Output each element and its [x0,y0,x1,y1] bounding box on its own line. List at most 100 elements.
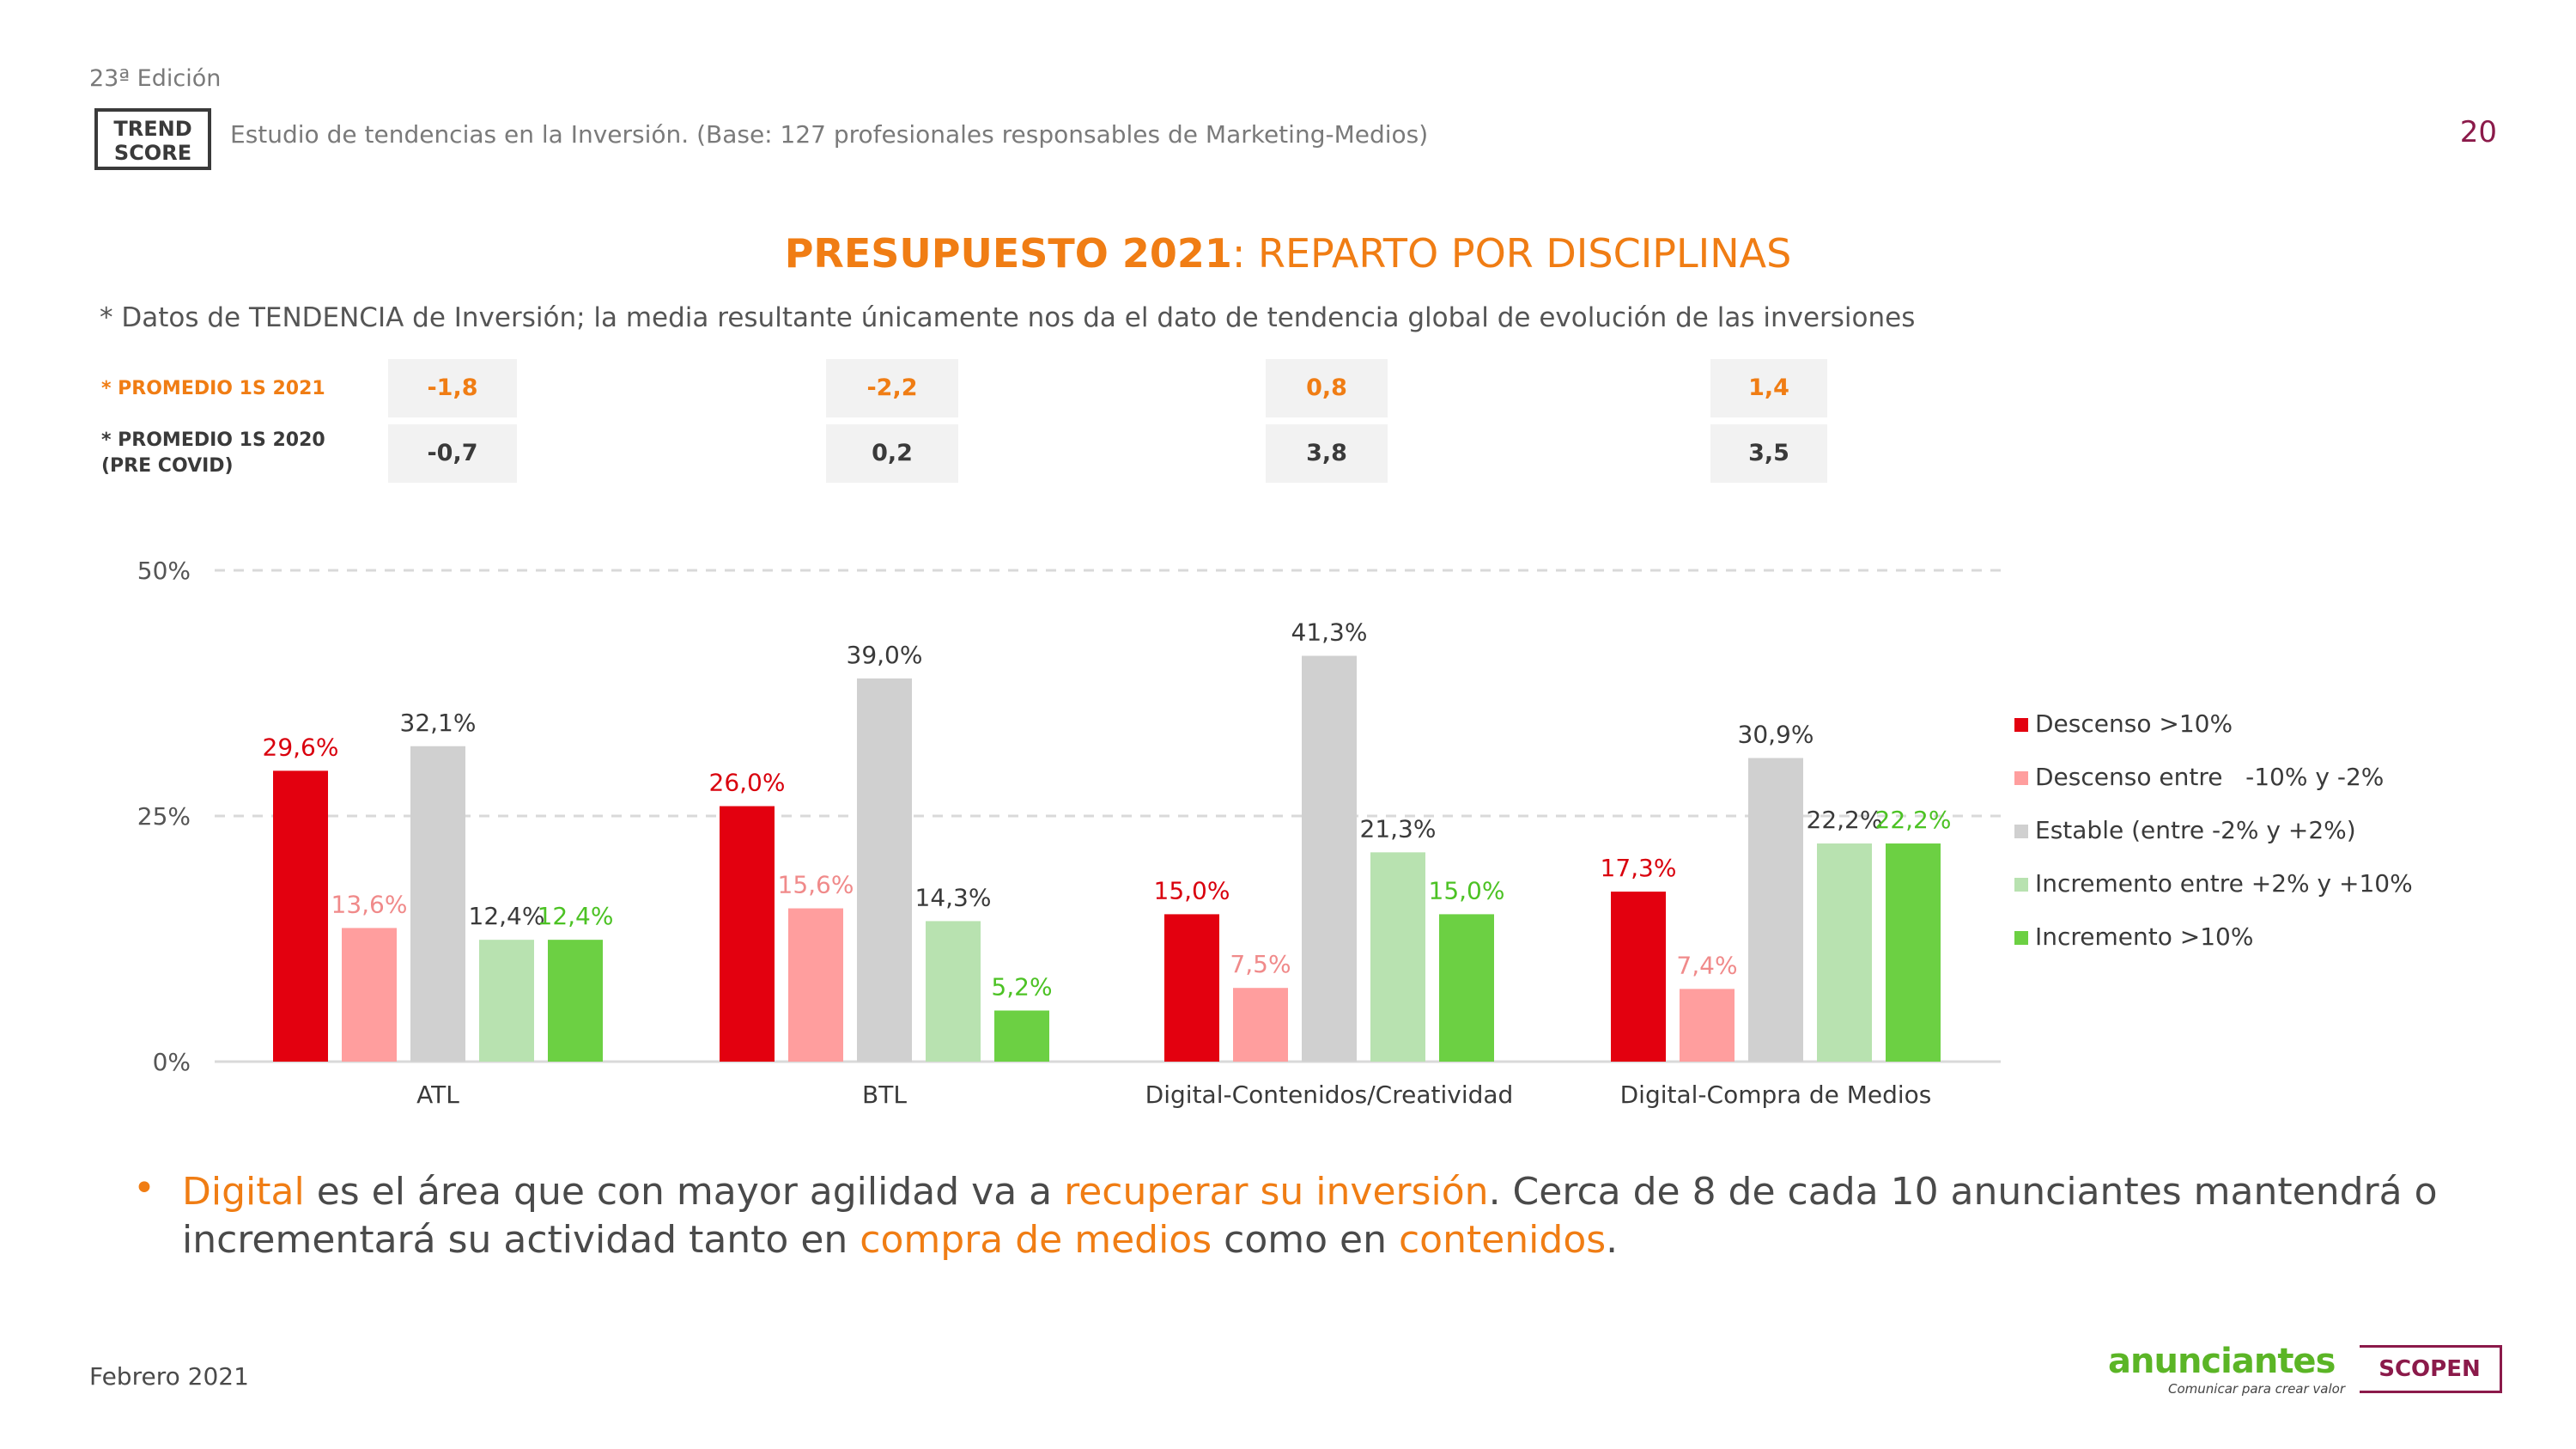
bar [788,908,843,1062]
bar-value-label: 26,0% [709,769,786,797]
avg-2020-digital-contenidos: 3,8 [1266,424,1388,483]
avg-2020-atl: -0,7 [388,424,517,483]
insight-recuperar: recuperar su inversión [1064,1170,1489,1214]
bar-value-label: 7,5% [1230,950,1291,978]
legend-item: Incremento entre +2% y +10% [2014,869,2413,922]
slide-title: PRESUPUESTO 2021: REPARTO POR DISCIPLINA… [0,230,2576,277]
footer-date: Febrero 2021 [89,1362,249,1391]
bar-value-label: 15,0% [1154,876,1230,904]
avg-2020-digital-compra: 3,5 [1710,424,1827,483]
bar [720,806,775,1062]
key-insight: Digital es el área que con mayor agilida… [129,1168,2561,1264]
legend-swatch [2014,718,2028,732]
chart-legend: Descenso >10% Descenso entre -10% y -2% Es… [2014,709,2413,976]
legend-label: Descenso entre -10% y -2% [2035,763,2385,791]
bar-value-label: 30,9% [1738,721,1814,749]
scopen-logo: SCOPEN [2360,1345,2502,1393]
category-label: Digital-Compra de Medios [1620,1081,1932,1109]
bar [1233,988,1288,1062]
bar [479,940,534,1062]
legend-swatch [2014,825,2028,838]
bar-value-label: 39,0% [847,641,923,669]
legend-label: Incremento entre +2% y +10% [2035,869,2413,898]
row2-label: * PROMEDIO 1S 2020 (PRE COVID) [101,428,325,479]
avg-2021-btl: -2,2 [826,359,958,417]
legend-item: Incremento >10% [2014,922,2413,976]
bar [857,678,912,1062]
legend-swatch [2014,878,2028,892]
insight-part-8: . [1606,1218,1619,1262]
bar [1302,655,1357,1062]
bar [926,921,981,1062]
bar [1164,914,1219,1062]
bar-value-label: 7,4% [1676,951,1737,979]
category-label: ATL [416,1081,459,1109]
avg-2021-digital-compra: 1,4 [1710,359,1827,417]
y-tick-labels: 0% 25% 50% [137,557,191,1076]
bar-value-label: 41,3% [1291,618,1368,647]
insight-contenidos: contenidos [1398,1218,1607,1262]
bar [1817,843,1872,1062]
row2-label-line1: * PROMEDIO 1S 2020 [101,429,325,451]
row2-label-line2: (PRE COVID) [101,455,234,477]
bar-value-label: 21,3% [1360,814,1437,843]
insight-part-6: como en [1212,1218,1399,1262]
trend-note: * Datos de TENDENCIA de Inversión; la me… [100,302,1916,333]
bar [342,928,397,1062]
legend-swatch [2014,771,2028,785]
category-label: Digital-Contenidos/Creatividad [1145,1081,1514,1109]
bar-value-label: 12,4% [538,902,614,930]
bar [1439,914,1494,1062]
row1-label: * PROMEDIO 1S 2021 [101,378,325,399]
category-label: BTL [862,1081,907,1109]
bar-value-label: 14,3% [915,883,992,911]
logo-line-2: SCORE [113,141,192,165]
bar-value-label: 12,4% [469,902,545,930]
legend-label: Estable (entre -2% y +2%) [2035,816,2356,844]
bullet-marker: • [133,1166,155,1210]
category-labels: ATL BTL Digital-Contenidos/Creatividad Digi… [416,1081,1931,1109]
bars [273,655,1941,1062]
avg-2020-btl: 0,2 [826,424,958,483]
legend-label: Descenso >10% [2035,709,2233,738]
bar-value-labels: 29,6% 13,6% 32,1% 12,4%12,4% 26,0% 15,6% 39,0%… [263,618,1952,1002]
bar [1370,852,1425,1062]
bar [410,746,465,1062]
bar [1611,892,1666,1062]
page-number: 20 [2459,115,2497,149]
insight-part-4: . Cerca de 8 de cada 10 anunciantes mant… [182,1170,2438,1262]
insight-digital: Digital [182,1170,305,1214]
y-tick-label: 0% [153,1048,191,1076]
edition-label: 23ª Edición [89,65,222,92]
legend-item: Descenso >10% [2014,709,2413,763]
legend-label: Incremento >10% [2035,922,2254,951]
insight-part-2: es el área que con mayor agilidad va a [304,1170,1065,1214]
trend-score-logo: TREND SCORE [94,108,211,170]
y-tick-label: 25% [137,802,191,831]
avg-2021-digital-contenidos: 0,8 [1266,359,1388,417]
bar [1748,758,1803,1062]
anunciantes-logo: anunciantes [2108,1342,2336,1381]
bar [548,940,603,1062]
bar-value-label: 15,0% [1429,876,1505,904]
bar [994,1010,1049,1062]
bar [1886,843,1941,1062]
bar-value-label: 13,6% [331,890,408,918]
legend-swatch [2014,931,2028,945]
bar [273,770,328,1062]
bar-value-label: 29,6% [263,733,339,761]
legend-item: Estable (entre -2% y +2%) [2014,816,2413,869]
study-subtitle: Estudio de tendencias en la Inversión. (… [230,120,1429,149]
bar-value-label: 22,2% [1807,806,1883,834]
insight-compra-medios: compra de medios [860,1218,1212,1262]
bar-value-label: 17,3% [1601,854,1677,882]
y-tick-label: 50% [137,557,191,585]
legend-item: Descenso entre -10% y -2% [2014,763,2413,816]
bar [1680,989,1735,1062]
title-bold: PRESUPUESTO 2021 [784,230,1232,277]
avg-2021-atl: -1,8 [388,359,517,417]
bar-value-label: 5,2% [991,973,1052,1002]
bar-value-label: 32,1% [400,709,477,737]
title-rest: : REPARTO POR DISCIPLINAS [1231,230,1792,277]
